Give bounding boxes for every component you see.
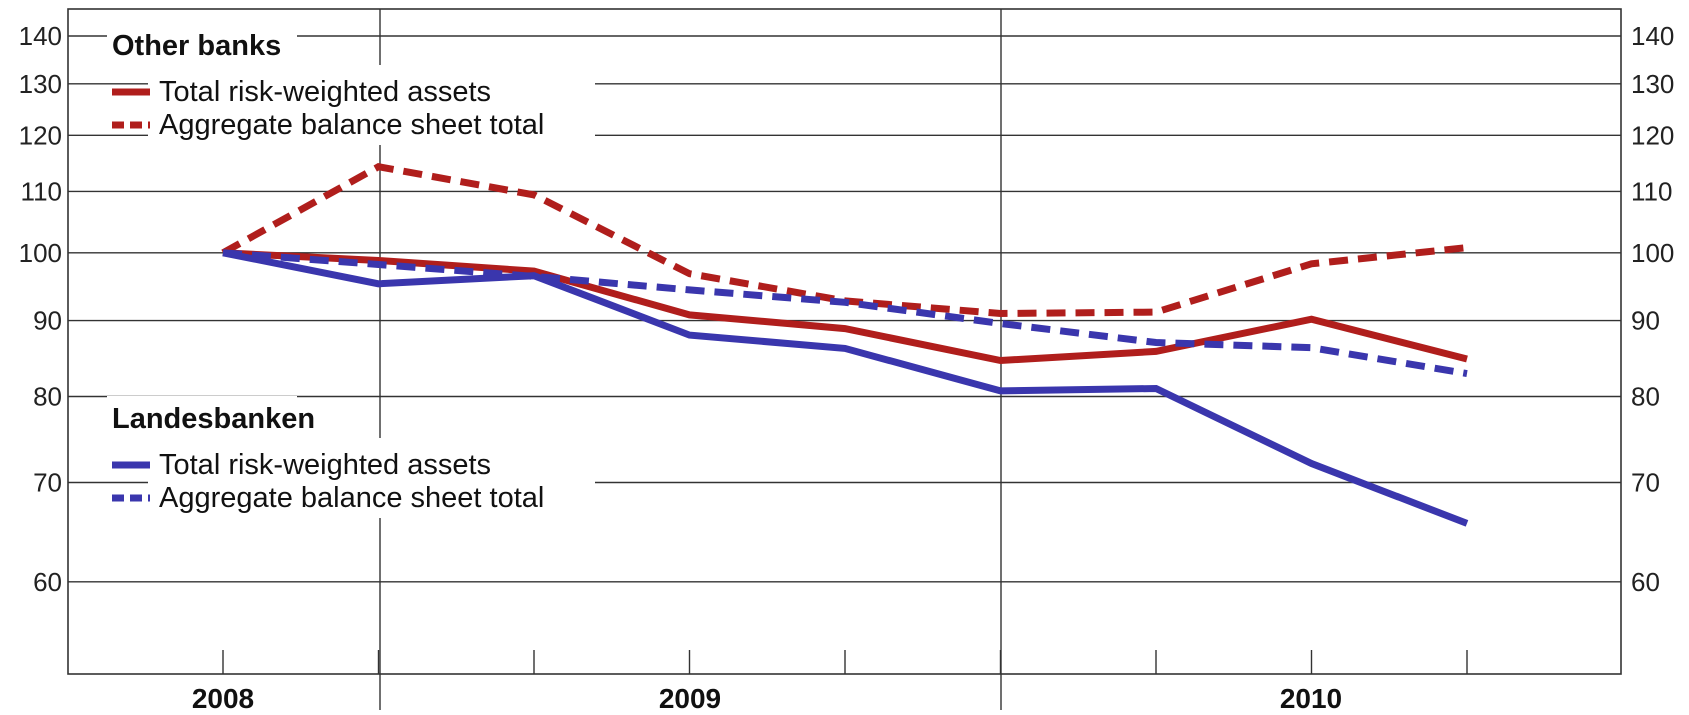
x-year-labels: 2008 2009 2010: [192, 683, 1342, 714]
legend-0: Other banks Total risk-weighted assetsAgg…: [107, 23, 595, 145]
y-tick-label: 130: [1631, 69, 1674, 99]
y-tick-label: 70: [33, 468, 62, 498]
x-ticks: [222, 650, 1468, 674]
series-line-0-1: [221, 163, 1468, 318]
y-tick-label: 110: [1631, 176, 1672, 206]
legend-title-bg: [107, 23, 297, 63]
year-label-2010: 2010: [1280, 683, 1342, 714]
legend-label: Total risk-weighted assets: [159, 76, 491, 108]
legend-title: Other banks: [112, 30, 281, 62]
y-tick-label: 140: [19, 21, 62, 51]
y-tick-label: 110: [21, 176, 62, 206]
y-tick-label: 70: [1631, 468, 1660, 498]
y-tick-label: 80: [1631, 382, 1660, 412]
legend-1: Landesbanken Total risk-weighted assetsAg…: [107, 396, 595, 518]
y-tick-label: 90: [1631, 306, 1660, 336]
y-tick-label: 60: [33, 567, 62, 597]
y-tick-labels-right: 60 70 80 90 100 110 120 130 140: [1631, 21, 1674, 597]
legend-items-bg: [148, 65, 595, 145]
y-tick-label: 60: [1631, 567, 1660, 597]
y-tick-label: 100: [19, 238, 62, 268]
legend-label: Aggregate balance sheet total: [159, 109, 544, 141]
y-tick-label: 140: [1631, 21, 1674, 51]
legend-title: Landesbanken: [112, 403, 315, 435]
year-label-2008: 2008: [192, 683, 254, 714]
legend-title-bg: [107, 396, 297, 436]
y-tick-label: 120: [1631, 120, 1674, 150]
year-label-2009: 2009: [659, 683, 721, 714]
series-lines: [221, 163, 1469, 527]
y-tick-labels-left: 60 70 80 90 100 110 120 130 140: [19, 21, 62, 597]
y-tick-label: 80: [33, 382, 62, 412]
legend-label: Total risk-weighted assets: [159, 449, 491, 481]
y-tick-label: 130: [19, 69, 62, 99]
legend-items-bg: [148, 438, 595, 518]
y-tick-label: 90: [33, 306, 62, 336]
y-tick-label: 100: [1631, 238, 1674, 268]
y-tick-label: 120: [19, 120, 62, 150]
legend-label: Aggregate balance sheet total: [159, 482, 544, 514]
